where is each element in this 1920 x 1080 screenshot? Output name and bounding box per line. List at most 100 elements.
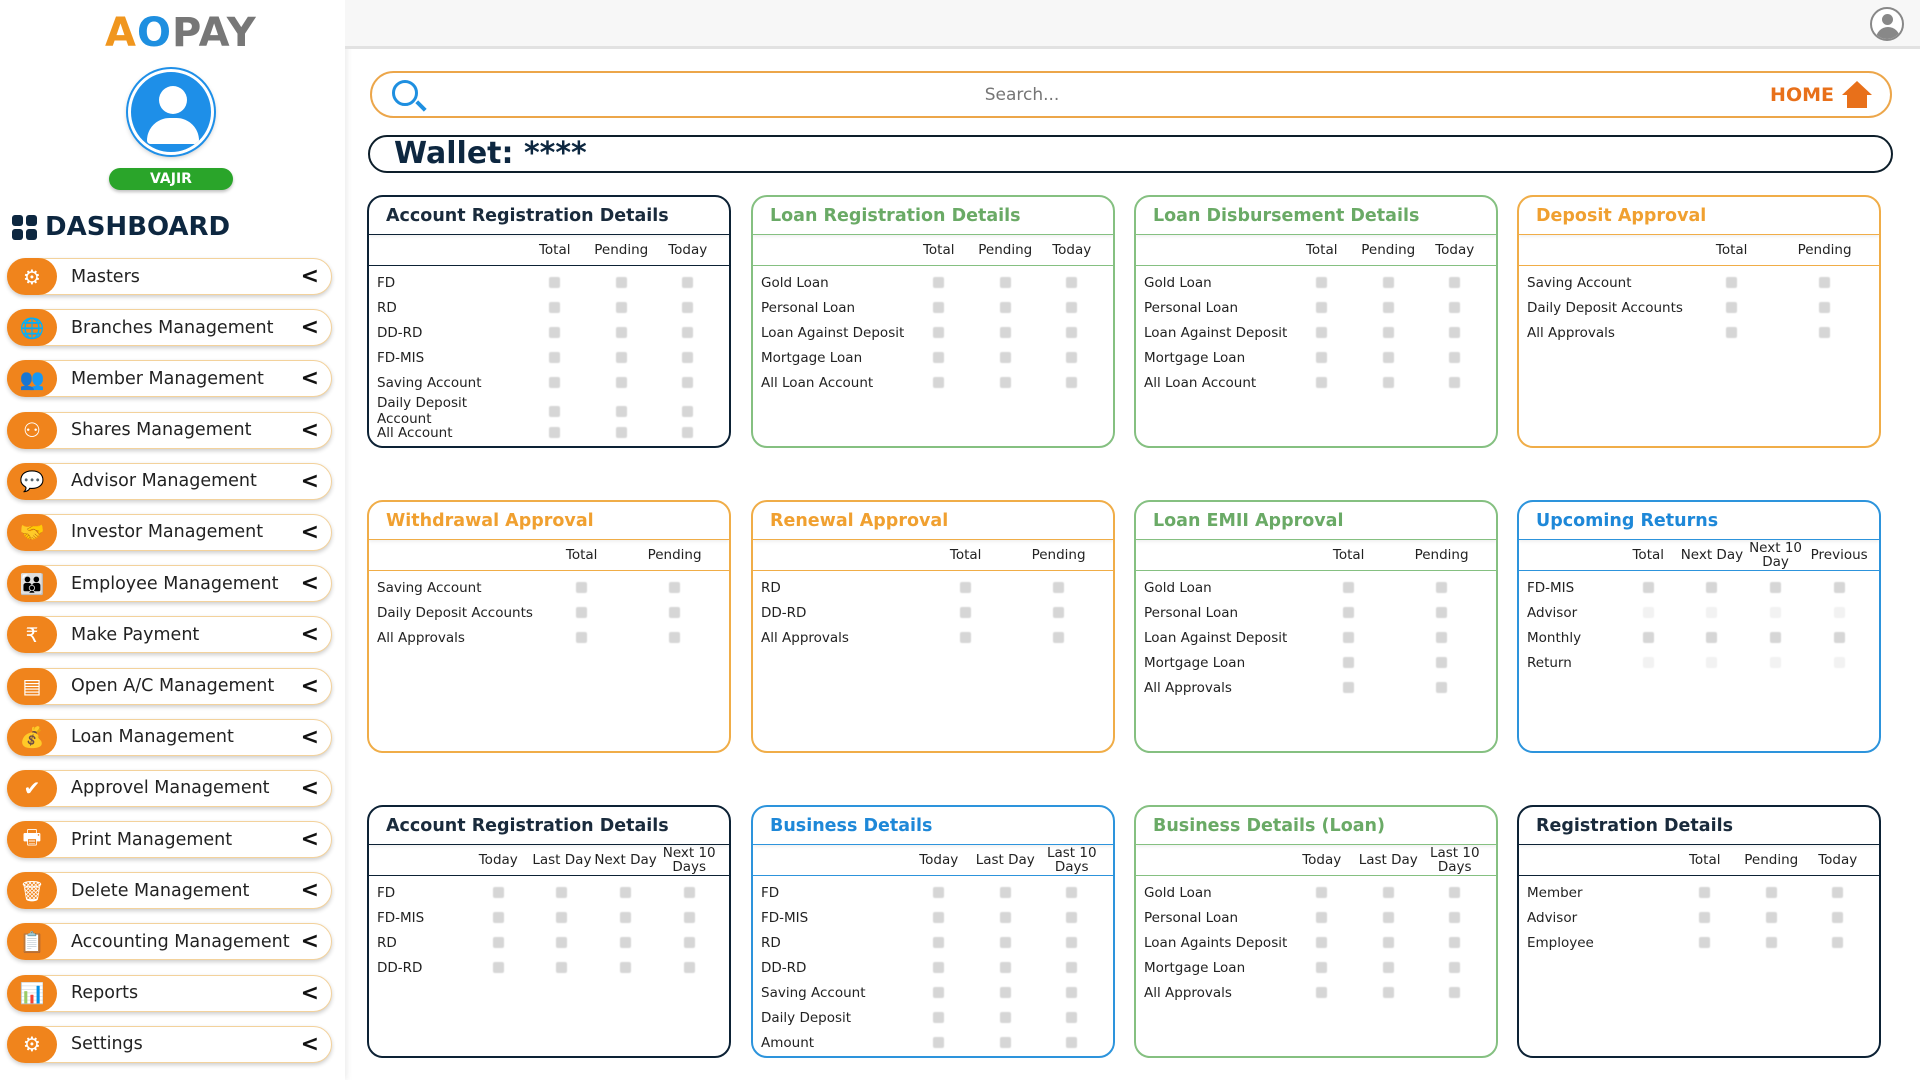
value-cell (1616, 582, 1680, 593)
value-cell (905, 912, 972, 923)
sidebar-item-shares-management[interactable]: ⚇ Shares Management < (7, 411, 332, 449)
value-cell (1355, 377, 1422, 388)
wallet-balance: Wallet: **** (368, 135, 1893, 173)
column-header: Today (1818, 852, 1858, 868)
table-row: Personal Loan (753, 295, 1113, 320)
chevron-left-icon[interactable]: < (300, 724, 319, 750)
table-row: FD (369, 270, 729, 295)
user-gear-icon: ⚙ (7, 258, 57, 295)
sidebar-item-print-management[interactable]: 🖶 Print Management < (7, 821, 332, 859)
value-cell (1744, 632, 1808, 643)
row-label: Return (1527, 654, 1572, 671)
row-label: FD-MIS (1527, 579, 1575, 596)
table-row: All Approvals (1519, 320, 1879, 345)
chevron-left-icon[interactable]: < (300, 878, 319, 904)
row-label: Saving Account (377, 579, 482, 596)
sidebar-item-open-a-c-management[interactable]: ▤ Open A/C Management < (7, 667, 332, 705)
row-label: Advisor (1527, 909, 1578, 926)
row-label: Daily Deposit Accounts (1527, 299, 1683, 316)
table-row: Mortgage Loan (1136, 955, 1496, 980)
table-row: Mortgage Loan (1136, 345, 1496, 370)
row-label: Personal Loan (761, 299, 856, 316)
card-title: Account Registration Details (369, 807, 729, 845)
sidebar-item-member-management[interactable]: 👥 Member Management < (7, 360, 332, 398)
row-label: Daily Deposit (761, 1009, 852, 1026)
table-row: Gold Loan (1136, 880, 1496, 905)
value-cell (972, 327, 1039, 338)
value-cell (1685, 302, 1778, 313)
table-row: Mortgage Loan (1136, 650, 1496, 675)
card-title: Upcoming Returns (1519, 502, 1879, 540)
chevron-left-icon[interactable]: < (300, 571, 319, 597)
chevron-left-icon[interactable]: < (300, 264, 319, 289)
sidebar-item-accounting-management[interactable]: 📋 Accounting Management < (7, 923, 332, 961)
card-account-registration-details: Account Registration Details Total Pending… (367, 195, 731, 448)
sidebar-item-make-payment[interactable]: ₹ Make Payment < (7, 616, 332, 654)
row-label: FD (377, 274, 396, 291)
value-cell (1038, 987, 1105, 998)
home-icon (1842, 81, 1872, 109)
card-business-details-loan: Business Details (Loan) Today Last Day Last… (1134, 805, 1498, 1058)
sidebar-item-label: Delete Management (71, 880, 250, 901)
value-cell (1395, 607, 1488, 618)
sidebar-item-reports[interactable]: 📊 Reports < (7, 974, 332, 1012)
row-label: Monthly (1527, 629, 1582, 646)
home-button[interactable]: HOME (1770, 81, 1872, 109)
sidebar-item-settings[interactable]: ⚙ Settings < (7, 1025, 332, 1063)
dashboard-heading[interactable]: DASHBOARD (12, 212, 230, 242)
value-cell (1421, 377, 1488, 388)
sidebar-item-employee-management[interactable]: 👪 Employee Management < (7, 565, 332, 603)
chevron-left-icon[interactable]: < (300, 468, 319, 494)
sidebar-item-investor-management[interactable]: 🤝 Investor Management < (7, 513, 332, 551)
chevron-left-icon[interactable]: < (300, 366, 319, 392)
user-avatar-icon[interactable] (128, 69, 214, 155)
row-label: Employee (1527, 934, 1594, 951)
search-input[interactable] (432, 81, 1612, 109)
chevron-left-icon[interactable]: < (300, 1031, 319, 1057)
value-cell (654, 327, 721, 338)
column-header: Total (1332, 547, 1365, 563)
table-row: FD-MIS (369, 905, 729, 930)
chevron-left-icon[interactable]: < (300, 929, 319, 955)
card-title: Deposit Approval (1519, 197, 1879, 235)
sidebar-item-delete-management[interactable]: 🗑 Delete Management < (7, 872, 332, 910)
chevron-left-icon[interactable]: < (300, 827, 319, 853)
profile-icon[interactable] (1870, 7, 1904, 41)
value-cell (535, 632, 628, 643)
reports-icon: 📊 (7, 974, 57, 1012)
chevron-left-icon[interactable]: < (300, 622, 319, 648)
account-icon: ▤ (7, 667, 57, 705)
sidebar-item-advisor-management[interactable]: 💬 Advisor Management < (7, 462, 332, 500)
sidebar-item-loan-management[interactable]: 💰 Loan Management < (7, 718, 332, 756)
column-header: Today (1435, 242, 1475, 258)
chevron-left-icon[interactable]: < (300, 775, 319, 801)
column-header: Last 10 Days (1046, 845, 1097, 875)
chevron-left-icon[interactable]: < (300, 519, 319, 545)
sidebar-item-branches-management[interactable]: 🌐 Branches Management < (7, 309, 332, 347)
sidebar-item-masters[interactable]: ⚙ Masters < (7, 258, 332, 295)
value-cell (1355, 327, 1422, 338)
sidebar-item-approvel-management[interactable]: ✔ Approvel Management < (7, 769, 332, 807)
value-cell (905, 887, 972, 898)
card-loan-registration-details: Loan Registration Details Total Pending Tod… (751, 195, 1115, 448)
aopay-logo[interactable]: AOPAY (105, 10, 257, 56)
chevron-left-icon[interactable]: < (300, 980, 319, 1006)
value-cell (466, 912, 530, 923)
row-label: Daily Deposit Accounts (377, 604, 533, 621)
table-row: Daily Deposit (753, 1005, 1113, 1030)
loan-icon: 💰 (7, 718, 57, 756)
chevron-left-icon[interactable]: < (300, 673, 319, 699)
table-row: All Approvals (1136, 980, 1496, 1005)
value-cell (1302, 682, 1395, 693)
column-header: Total (922, 242, 955, 258)
value-cell (1738, 887, 1805, 898)
sidebar-item-label: Open A/C Management (71, 676, 275, 696)
search-icon[interactable] (392, 80, 418, 106)
card-header-row: Total Pending (1136, 540, 1496, 571)
chevron-left-icon[interactable]: < (300, 417, 319, 443)
trash-icon: 🗑 (7, 872, 57, 910)
value-cell (1395, 682, 1488, 693)
column-header: Total (1688, 852, 1721, 868)
chevron-left-icon[interactable]: < (300, 315, 319, 341)
card-header-row: Total Pending Today (1136, 235, 1496, 266)
